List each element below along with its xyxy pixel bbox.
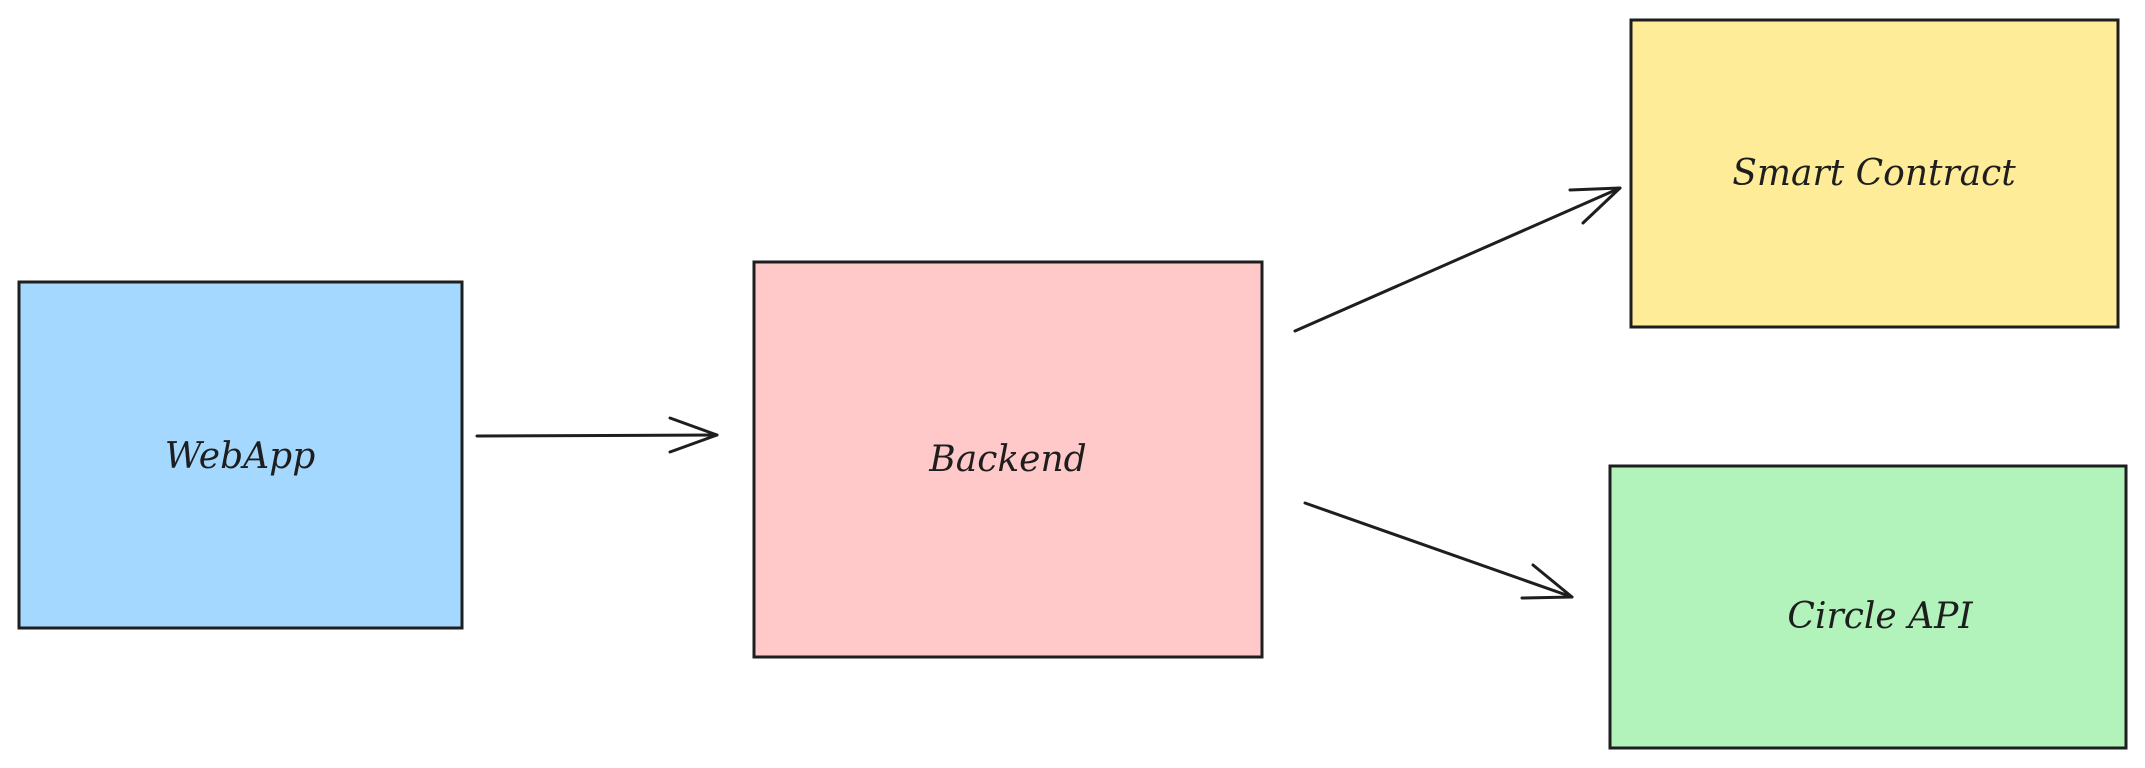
node-smart-contract[interactable]: Smart Contract	[1629, 18, 2120, 329]
arrow-line	[475, 433, 719, 438]
node-circle-api[interactable]: Circle API	[1608, 464, 2128, 750]
node-webapp-label: WebApp	[165, 436, 316, 477]
arrow-head	[668, 416, 719, 454]
arrow-line	[1303, 501, 1574, 599]
edge-webapp-to-backend	[475, 416, 719, 454]
node-backend-label: Backend	[928, 439, 1086, 480]
node-webapp-box	[17, 280, 464, 630]
arrow-line	[1293, 186, 1622, 333]
node-webapp[interactable]: WebApp	[17, 280, 464, 630]
arrow-head	[1520, 563, 1574, 600]
node-smart-contract-box	[1629, 18, 2120, 329]
node-circle-api-label: Circle API	[1787, 596, 1973, 637]
edge-backend-to-smart-contract	[1293, 186, 1622, 333]
node-smart-contract-label: Smart Contract	[1732, 153, 2016, 194]
edge-backend-to-circle-api	[1303, 501, 1574, 600]
node-backend[interactable]: Backend	[752, 260, 1264, 659]
arrow-head	[1568, 186, 1622, 225]
node-circle-api-box	[1608, 464, 2128, 750]
node-backend-box	[752, 260, 1264, 659]
